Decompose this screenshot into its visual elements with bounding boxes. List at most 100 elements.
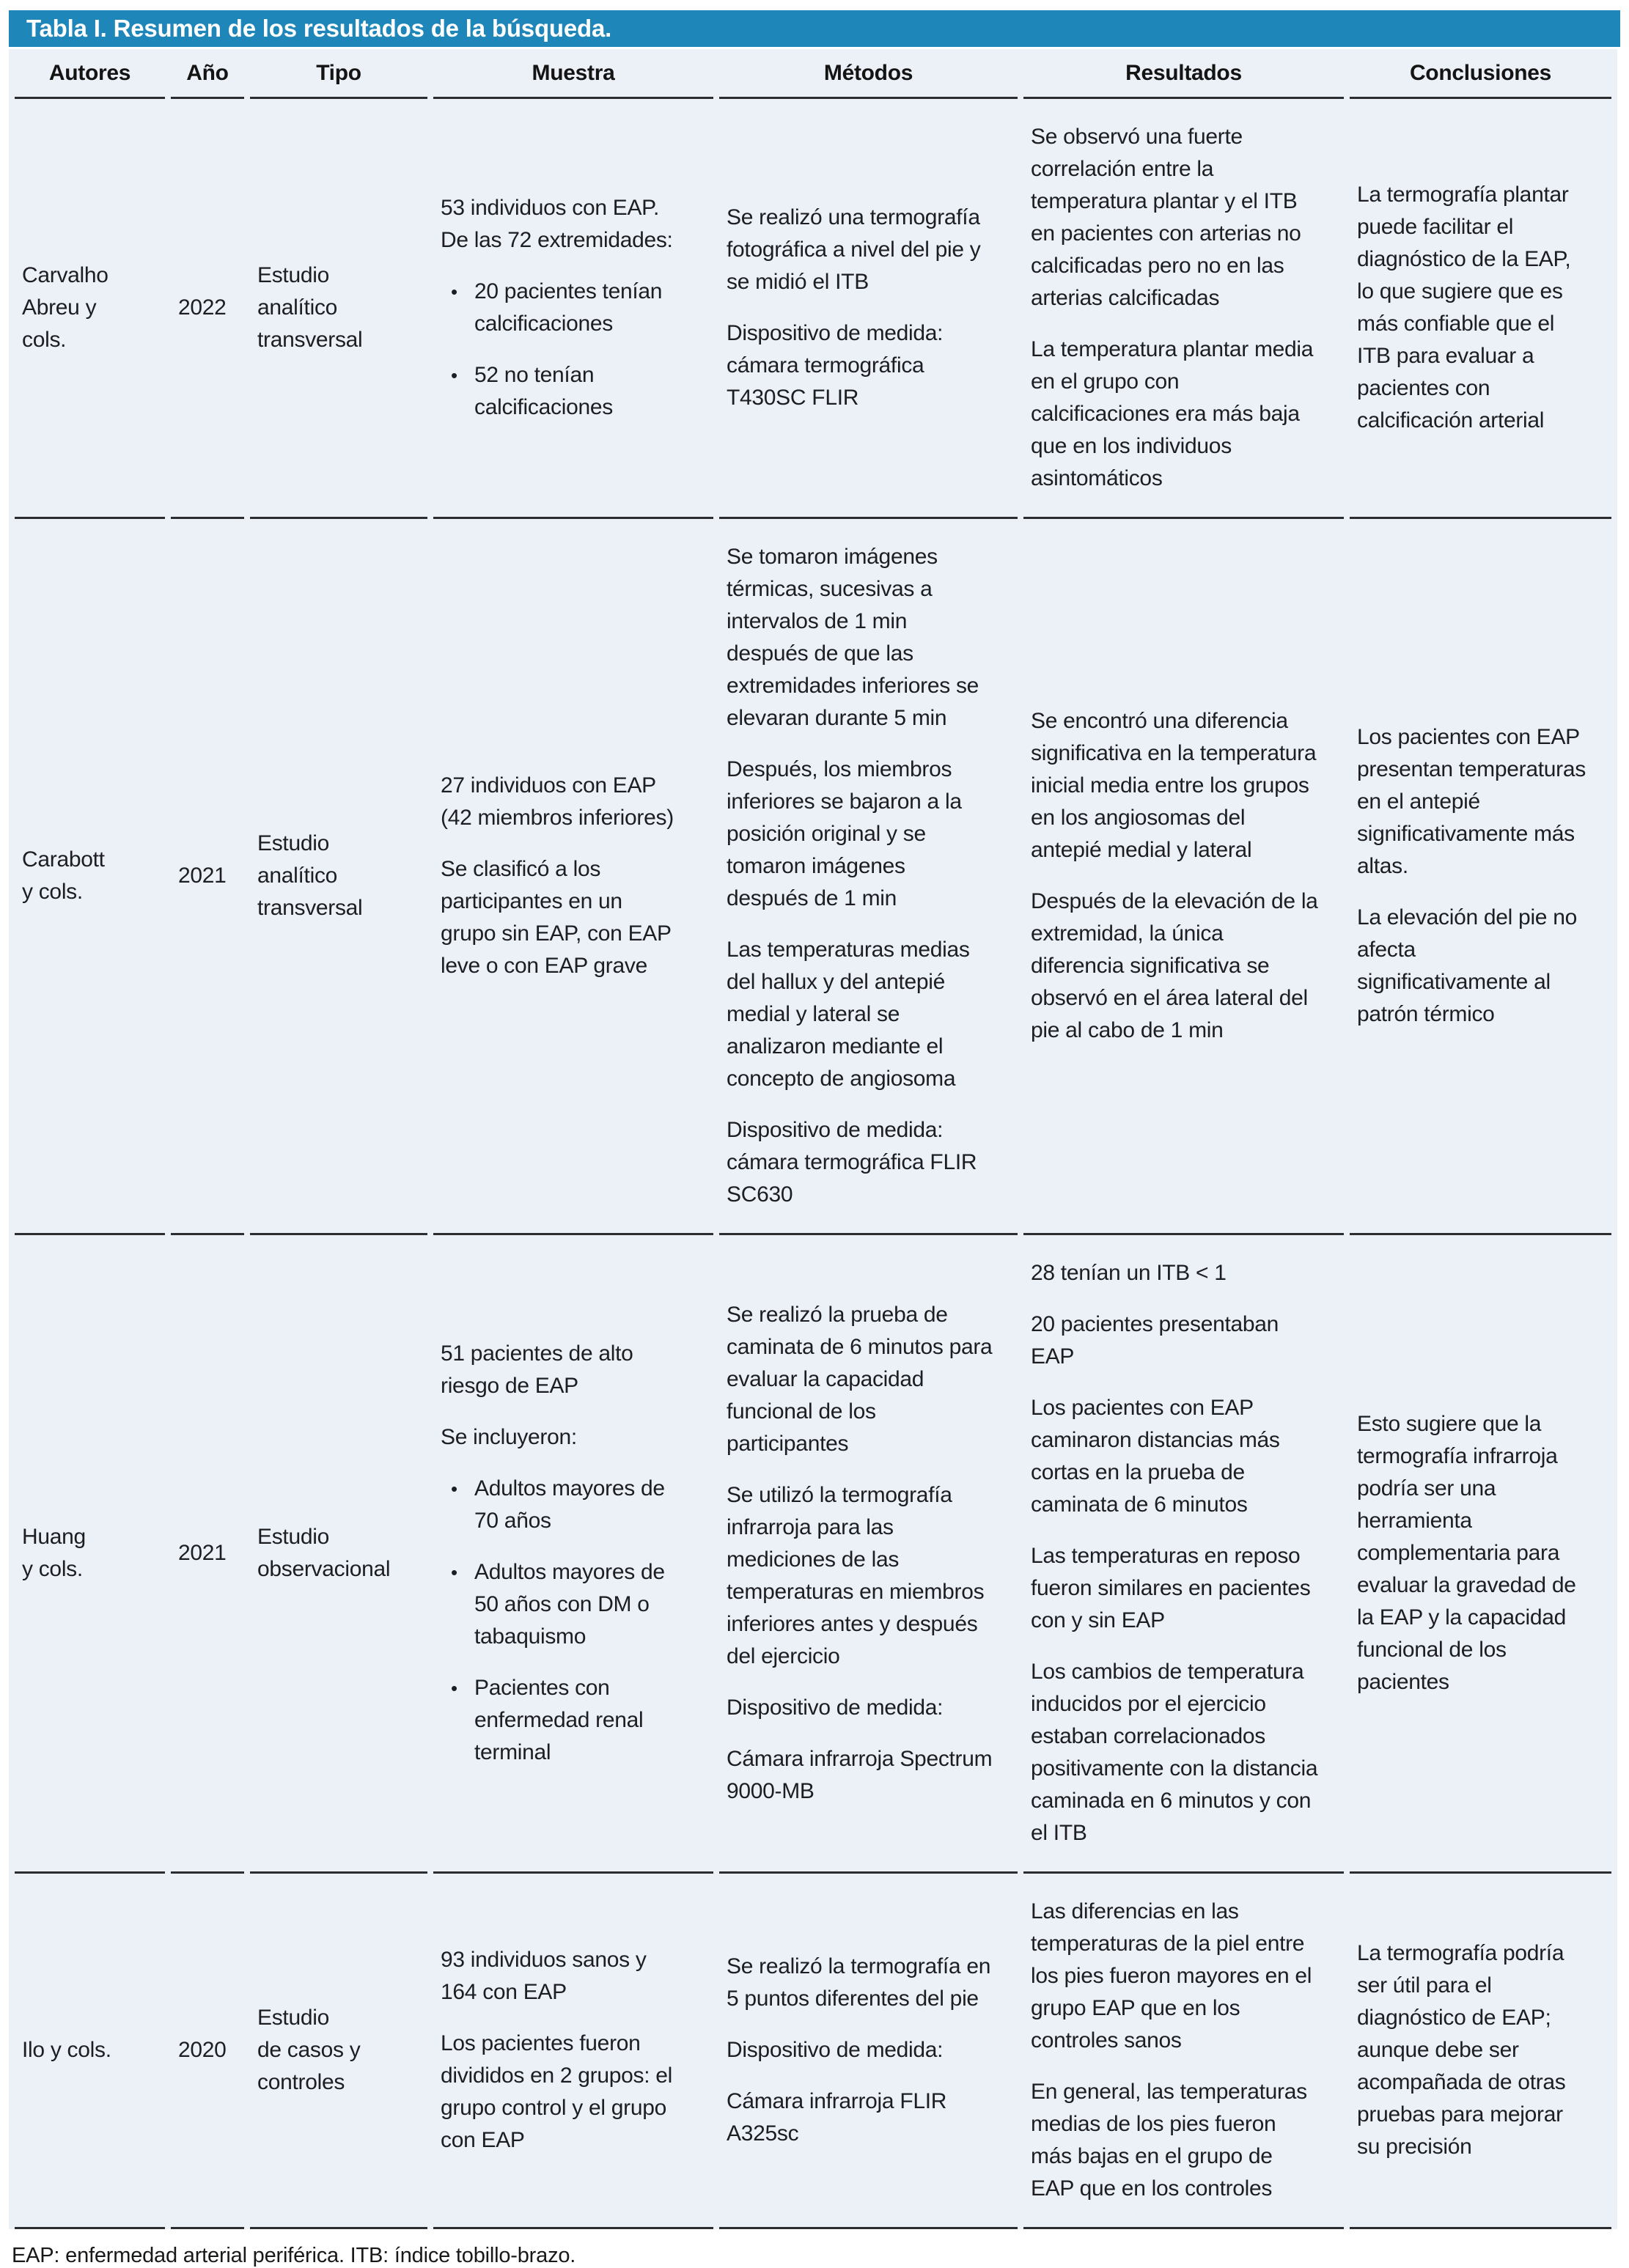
cell-text: 2020 [178,2038,227,2062]
bullet-item: Pacientes con enfermedad renal terminal [441,1672,675,1769]
cell-muestra: 51 pacientes de alto riesgo de EAP Se inc… [433,1235,713,1874]
cell-autores: Carabott y cols. [15,519,165,1235]
table-row: Huang y cols. 2021 Estudio observacional 51… [15,1235,1611,1874]
cell-metodos: Se realizó la prueba de caminata de 6 mi… [719,1235,1018,1874]
table-row: Carabott y cols. 2021 Estudio analítico tr… [15,519,1611,1235]
table-row: Ilo y cols. 2020 Estudio de casos y contro… [15,1874,1611,2229]
cell-muestra: 93 individuos sanos y 164 con EAP Los pac… [433,1874,713,2229]
header-row: Autores Año Tipo Muestra Métodos Resulta… [15,49,1611,99]
column-header-metodos: Métodos [719,49,1018,99]
cell-autores: Carvalho Abreu y cols. [15,99,165,519]
paragraph: Los pacientes con EAP presentan temperat… [1357,725,1586,878]
cell-text: Ilo y cols. [22,2038,111,2062]
cell-text: Carabott y cols. [22,847,105,904]
table-row: Carvalho Abreu y cols. 2022 Estudio analít… [15,99,1611,519]
paragraph: Se incluyeron: [441,1425,577,1449]
paragraph: Se clasificó a los participantes en un g… [441,857,672,978]
cell-text: 2021 [178,864,227,888]
paragraph: Se observó una fuerte correlación entre … [1031,125,1301,310]
cell-tipo: Estudio de casos y controles [250,1874,427,2229]
paragraph: Los pacientes con EAP caminaron distanci… [1031,1396,1280,1517]
footnote: EAP: enfermedad arterial periférica. ITB… [12,2244,576,2267]
cell-autores: Ilo y cols. [15,1874,165,2229]
cell-conclusiones: La termografía plantar puede facilitar e… [1350,99,1611,519]
table-figure: Tabla I. Resumen de los resultados de la… [0,10,1629,2267]
paragraph: La termografía plantar puede facilitar e… [1357,183,1571,432]
cell-text: Estudio analítico transversal [257,831,363,920]
cell-conclusiones: Esto sugiere que la termografía infrarro… [1350,1235,1611,1874]
table-title: Tabla I. Resumen de los resultados de la… [26,15,612,42]
paragraph: Los cambios de temperatura inducidos por… [1031,1660,1318,1845]
cell-tipo: Estudio analítico transversal [250,99,427,519]
table-header: Autores Año Tipo Muestra Métodos Resulta… [15,49,1611,99]
paragraph: Después, los miembros inferiores se baja… [727,757,962,910]
cell-resultados: Las diferencias en las temperaturas de l… [1023,1874,1344,2229]
cell-text: Estudio observacional [257,1525,391,1581]
cell-text: Estudio analítico transversal [257,263,363,352]
bullet-item: Adultos mayores de 50 años con DM o taba… [441,1556,675,1653]
cell-conclusiones: Los pacientes con EAP presentan temperat… [1350,519,1611,1235]
paragraph: Los pacientes fueron divididos en 2 grup… [441,2031,673,2152]
paragraph: Se encontró una diferencia significativa… [1031,709,1317,862]
cell-metodos: Se realizó una termografía fotográfica a… [719,99,1018,519]
paragraph: Dispositivo de medida: cámara termográfi… [727,1118,977,1207]
results-table: Autores Año Tipo Muestra Métodos Resulta… [9,49,1617,2229]
paragraph: La elevación del pie no afecta significa… [1357,905,1577,1026]
column-header-conclusiones: Conclusiones [1350,49,1611,99]
paragraph: Se realizó la termografía en 5 puntos di… [727,1954,991,2011]
bullet-item: 20 pacientes tenían calcificaciones [441,276,675,340]
paragraph: 53 individuos con EAP. De las 72 extremi… [441,196,673,252]
paragraph: Se realizó una termografía fotográfica a… [727,205,981,294]
paragraph: 93 individuos sanos y 164 con EAP [441,1948,647,2004]
cell-muestra: 27 individuos con EAP (42 miembros infer… [433,519,713,1235]
paragraph: Esto sugiere que la termografía infrarro… [1357,1412,1576,1694]
cell-autores: Huang y cols. [15,1235,165,1874]
table-title-bar: Tabla I. Resumen de los resultados de la… [9,10,1620,47]
cell-text: Carvalho Abreu y cols. [22,263,109,352]
column-header-autores: Autores [15,49,165,99]
paragraph: Se tomaron imágenes térmicas, sucesivas … [727,545,979,730]
cell-resultados: Se encontró una diferencia significativa… [1023,519,1344,1235]
paragraph: Se realizó la prueba de caminata de 6 mi… [727,1303,993,1456]
paragraph: 27 individuos con EAP (42 miembros infer… [441,773,674,830]
paragraph: La termografía podría ser útil para el d… [1357,1941,1566,2159]
cell-text: 2022 [178,295,227,320]
paragraph: Se utilizó la termografía infrarroja par… [727,1483,985,1668]
paragraph: Las temperaturas en reposo fueron simila… [1031,1544,1311,1632]
bullet-item: 52 no tenían calcificaciones [441,359,675,424]
cell-resultados: 28 tenían un ITB < 1 20 pacientes present… [1023,1235,1344,1874]
cell-conclusiones: La termografía podría ser útil para el d… [1350,1874,1611,2229]
paragraph: Dispositivo de medida: [727,2038,944,2062]
cell-resultados: Se observó una fuerte correlación entre … [1023,99,1344,519]
paragraph: 51 pacientes de alto riesgo de EAP [441,1341,633,1398]
cell-text: Estudio de casos y controles [257,2006,361,2094]
cell-metodos: Se tomaron imágenes térmicas, sucesivas … [719,519,1018,1235]
paragraph: La temperatura plantar media en el grupo… [1031,337,1314,490]
paragraph: Dispositivo de medida: [727,1696,944,1720]
cell-muestra: 53 individuos con EAP. De las 72 extremi… [433,99,713,519]
cell-text: Huang y cols. [22,1525,86,1581]
paragraph: Las temperaturas medias del hallux y del… [727,938,970,1091]
cell-tipo: Estudio analítico transversal [250,519,427,1235]
column-header-resultados: Resultados [1023,49,1344,99]
paragraph: 28 tenían un ITB < 1 [1031,1261,1227,1285]
cell-ano: 2021 [171,1235,244,1874]
paragraph: Cámara infrarroja Spectrum 9000-MB [727,1747,993,1803]
paragraph: Después de la elevación de la extremidad… [1031,889,1318,1042]
cell-ano: 2020 [171,1874,244,2229]
cell-ano: 2021 [171,519,244,1235]
paragraph: En general, las temperaturas medias de l… [1031,2080,1307,2201]
column-header-muestra: Muestra [433,49,713,99]
paragraph: Dispositivo de medida: cámara termográfi… [727,321,944,410]
bullet-item: Adultos mayores de 70 años [441,1473,675,1537]
paragraph: Cámara infrarroja FLIR A325sc [727,2089,947,2146]
cell-tipo: Estudio observacional [250,1235,427,1874]
cell-metodos: Se realizó la termografía en 5 puntos di… [719,1874,1018,2229]
cell-text: 2021 [178,1541,227,1565]
cell-ano: 2022 [171,99,244,519]
column-header-ano: Año [171,49,244,99]
paragraph: Las diferencias en las temperaturas de l… [1031,1899,1312,2052]
paragraph: 20 pacientes presentaban EAP [1031,1312,1279,1369]
column-header-tipo: Tipo [250,49,427,99]
table-body: Carvalho Abreu y cols. 2022 Estudio analít… [15,99,1611,2229]
